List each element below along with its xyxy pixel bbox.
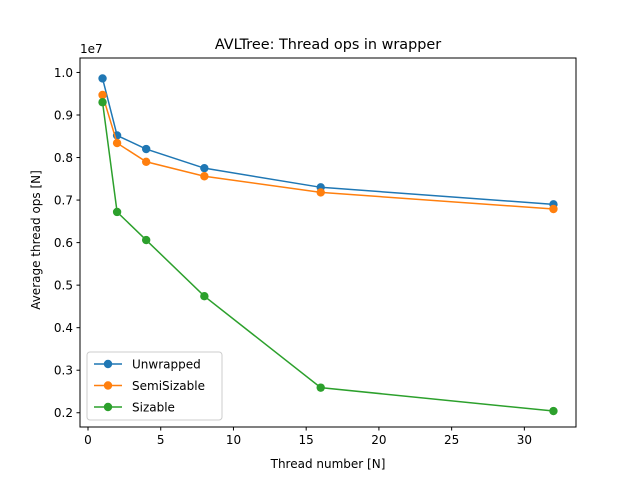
y-tick-label: 0.6 xyxy=(54,236,73,250)
x-tick-label: 10 xyxy=(226,433,241,447)
y-tick-label: 1.0 xyxy=(54,66,73,80)
plot-area-frame xyxy=(79,57,577,428)
legend-swatch-marker xyxy=(103,359,113,369)
data-point-sizable xyxy=(98,98,107,107)
y-tick-label: 0.5 xyxy=(54,278,73,292)
data-point-unwrapped xyxy=(98,74,107,83)
data-point-semisizable xyxy=(316,188,325,197)
y-tick-label: 0.8 xyxy=(54,151,73,165)
y-axis-label: Average thread ops [N] xyxy=(29,170,43,310)
legend-swatch-marker xyxy=(103,402,113,412)
x-tick-label: 30 xyxy=(517,433,532,447)
x-axis-label: Thread number [N] xyxy=(270,457,386,471)
y-axis-offset-label: 1e7 xyxy=(80,42,103,56)
legend-label: Sizable xyxy=(132,400,175,414)
data-point-semisizable xyxy=(112,138,122,148)
legend: Unwrapped SemiSizable Sizable xyxy=(86,351,223,421)
y-tick-label: 0.7 xyxy=(54,193,73,207)
x-tick-label: 15 xyxy=(299,433,314,447)
y-tick-label: 0.9 xyxy=(54,108,73,122)
data-point-semisizable xyxy=(141,157,151,166)
legend-label: Unwrapped xyxy=(132,357,201,371)
y-tick-label: 0.4 xyxy=(54,321,73,335)
data-point-semisizable xyxy=(200,172,209,181)
data-series xyxy=(98,74,558,416)
data-point-unwrapped xyxy=(200,163,209,173)
y-tick-label: 0.2 xyxy=(54,406,73,420)
data-point-sizable xyxy=(112,207,122,217)
chart-title: AVLTree: Thread ops in wrapper xyxy=(215,37,441,53)
axis-ticks: 0 5 10 15 20 25 30 0.2 0.3 0.4 0.5 0.6 0.7 0.8 0.9 1.0 xyxy=(54,66,532,447)
x-tick-label: 20 xyxy=(371,433,386,447)
data-point-semisizable xyxy=(549,204,558,214)
data-point-sizable xyxy=(200,292,209,301)
data-point-sizable xyxy=(141,235,151,245)
series-line-semisizable xyxy=(101,94,554,210)
legend-label: SemiSizable xyxy=(132,379,205,393)
data-point-sizable xyxy=(316,383,325,392)
y-tick-label: 0.3 xyxy=(54,364,73,378)
series-line-unwrapped xyxy=(101,78,554,206)
legend-swatch-marker xyxy=(103,381,113,390)
x-tick-label: 25 xyxy=(444,433,459,447)
series-line-sizable xyxy=(101,102,554,412)
data-point-unwrapped xyxy=(141,144,151,154)
legend-frame xyxy=(86,351,223,421)
data-point-semisizable xyxy=(98,90,107,100)
x-tick-label: 0 xyxy=(84,433,92,447)
data-point-sizable xyxy=(549,406,558,416)
x-tick-label: 5 xyxy=(157,433,165,447)
